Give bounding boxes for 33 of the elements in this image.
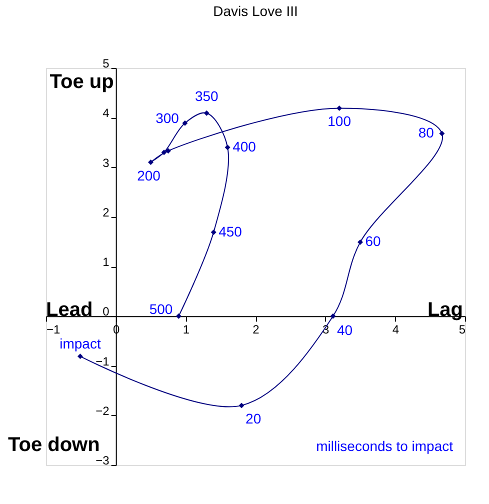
y-tick-label: 5 <box>102 56 110 70</box>
annotation: 20 <box>246 410 262 426</box>
annotation: milliseconds to impact <box>316 438 454 454</box>
y-tick-label: 2 <box>102 205 110 220</box>
annotation: Toe up <box>50 71 114 93</box>
chart-title: Davis Love III <box>213 3 298 19</box>
annotation: 100 <box>328 113 352 130</box>
y-tick-label: 4 <box>102 106 110 120</box>
y-tick-label: 0 <box>102 304 110 319</box>
x-tick-label: 1 <box>182 322 190 337</box>
annotation: 400 <box>232 138 256 154</box>
annotation: 300 <box>156 110 180 126</box>
x-tick-label: 3 <box>322 322 330 337</box>
x-tick-label: 4 <box>392 322 400 337</box>
y-tick-label: −3 <box>96 454 110 468</box>
annotation: Lag <box>427 299 463 322</box>
annotation: 40 <box>337 322 353 338</box>
annotation: impact <box>60 335 101 352</box>
x-tick-label: 5 <box>458 322 466 337</box>
y-tick-label: −2 <box>96 404 110 418</box>
annotation: 80 <box>418 124 434 141</box>
annotation: Toe down <box>8 434 100 456</box>
x-tick-label: 2 <box>252 322 260 337</box>
annotation: 60 <box>365 233 382 250</box>
annotation: 350 <box>194 88 219 104</box>
annotation: 500 <box>149 301 173 318</box>
x-tick-label: −1 <box>46 322 61 337</box>
annotation: 450 <box>218 223 242 240</box>
annotation: 200 <box>137 167 161 184</box>
annotation: Lead <box>46 299 93 322</box>
y-tick-label: −1 <box>96 354 110 368</box>
y-tick-label: 1 <box>102 255 110 269</box>
y-tick-label: 3 <box>102 156 110 170</box>
